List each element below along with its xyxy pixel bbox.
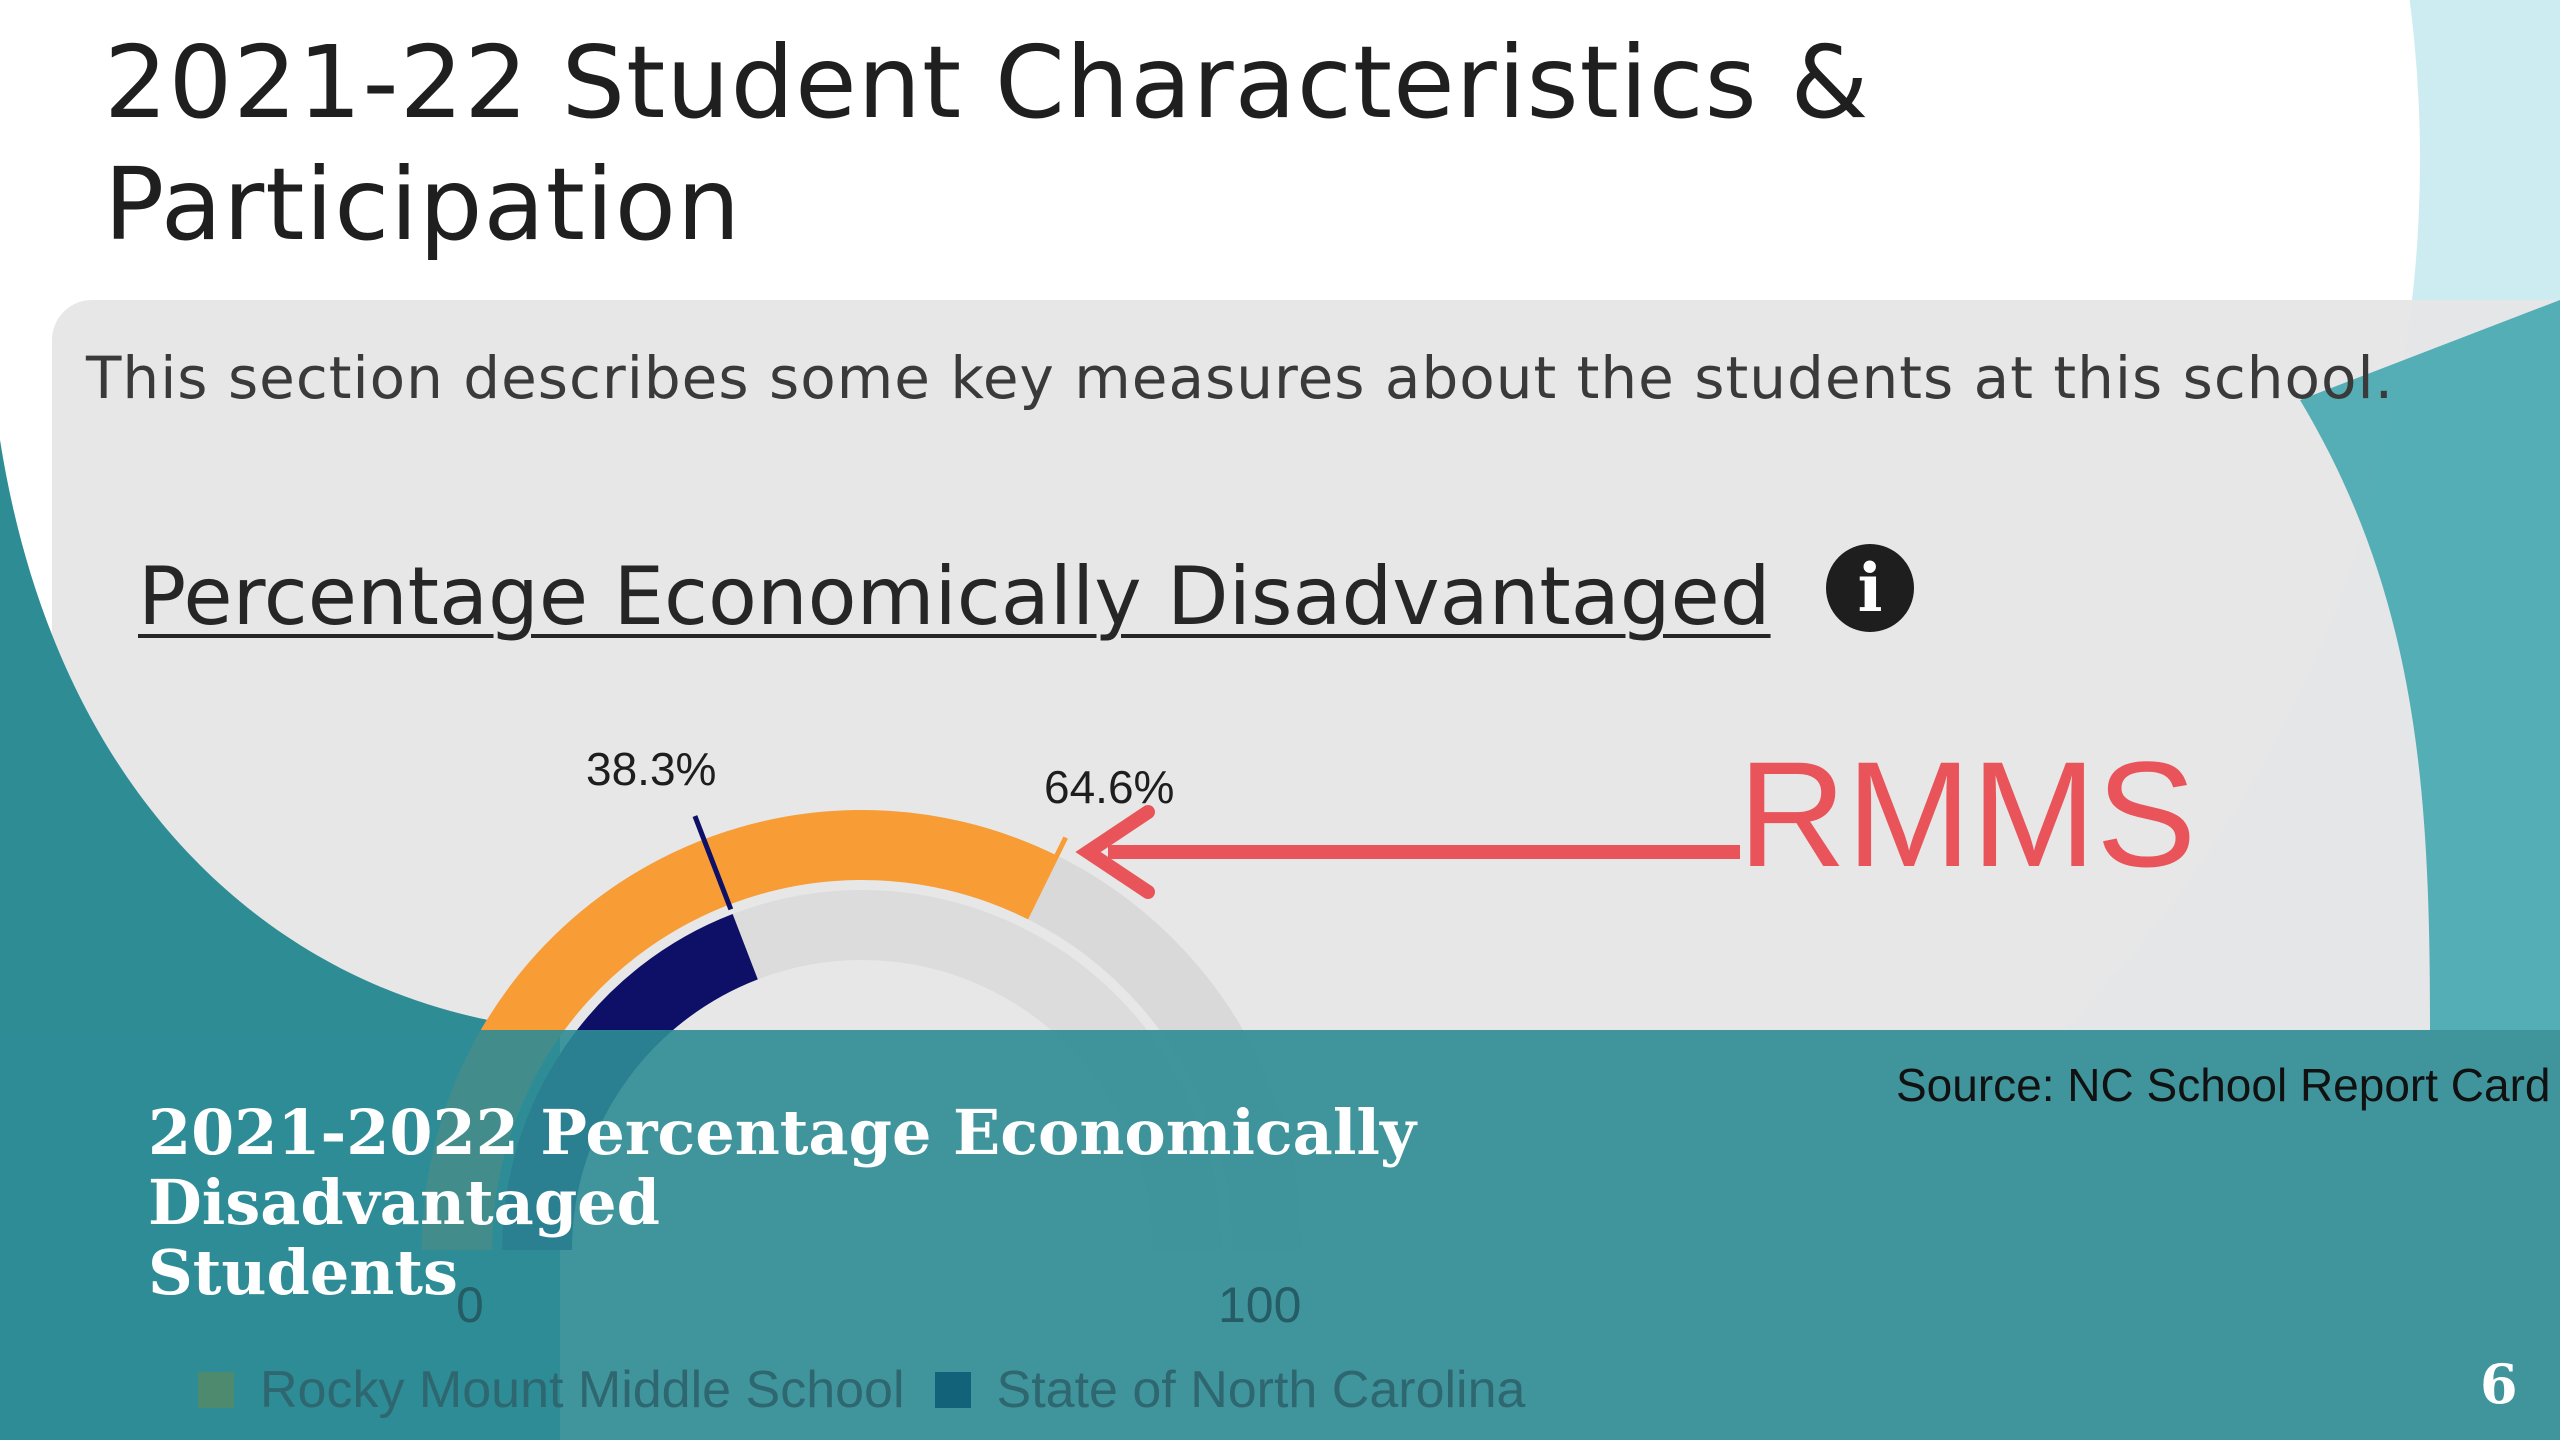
legend-label-school: Rocky Mount Middle School xyxy=(260,1361,905,1419)
annotation-arrow xyxy=(1075,805,1740,899)
caption-line-1: 2021-2022 Percentage Economically xyxy=(148,1096,1416,1169)
slide-title: 2021-22 Student Characteristics & Partic… xyxy=(104,24,1870,263)
info-icon[interactable]: i xyxy=(1826,544,1914,632)
gauge-axis-max-label: 100 xyxy=(1218,1277,1302,1333)
rmms-annotation: RMMS xyxy=(1738,730,2197,898)
teal-right-shape xyxy=(2300,300,2560,1030)
gauge-tick-state xyxy=(692,815,734,911)
gauge-axis-min-label: 0 xyxy=(456,1277,484,1333)
gauge-label-school-value: 64.6% xyxy=(1044,761,1175,813)
page-number: 6 xyxy=(2480,1352,2518,1416)
source-note: Source: NC School Report Card xyxy=(1896,1059,2551,1111)
legend-swatch-school xyxy=(198,1372,234,1408)
gauge-tick-school xyxy=(1023,836,1068,920)
section-description: This section describes some key measures… xyxy=(86,344,2395,412)
legend-label-state: State of North Carolina xyxy=(996,1361,1526,1419)
slide-caption: 2021-2022 Percentage Economically Disadv… xyxy=(148,1098,1548,1308)
chart-legend: Rocky Mount Middle School State of North… xyxy=(198,1360,1555,1420)
legend-swatch-state xyxy=(934,1372,971,1408)
metric-heading-link[interactable]: Percentage Economically Disadvantaged xyxy=(138,550,1771,643)
gauge-label-state-value: 38.3% xyxy=(586,743,717,795)
caption-line-2: Disadvantaged xyxy=(148,1166,660,1239)
teal-overlay-band xyxy=(0,1030,2560,1440)
caption-line-3: Students xyxy=(148,1236,458,1309)
legend-item-state[interactable]: State of North Carolina xyxy=(934,1360,1526,1420)
legend-item-school[interactable]: Rocky Mount Middle School xyxy=(198,1360,905,1420)
